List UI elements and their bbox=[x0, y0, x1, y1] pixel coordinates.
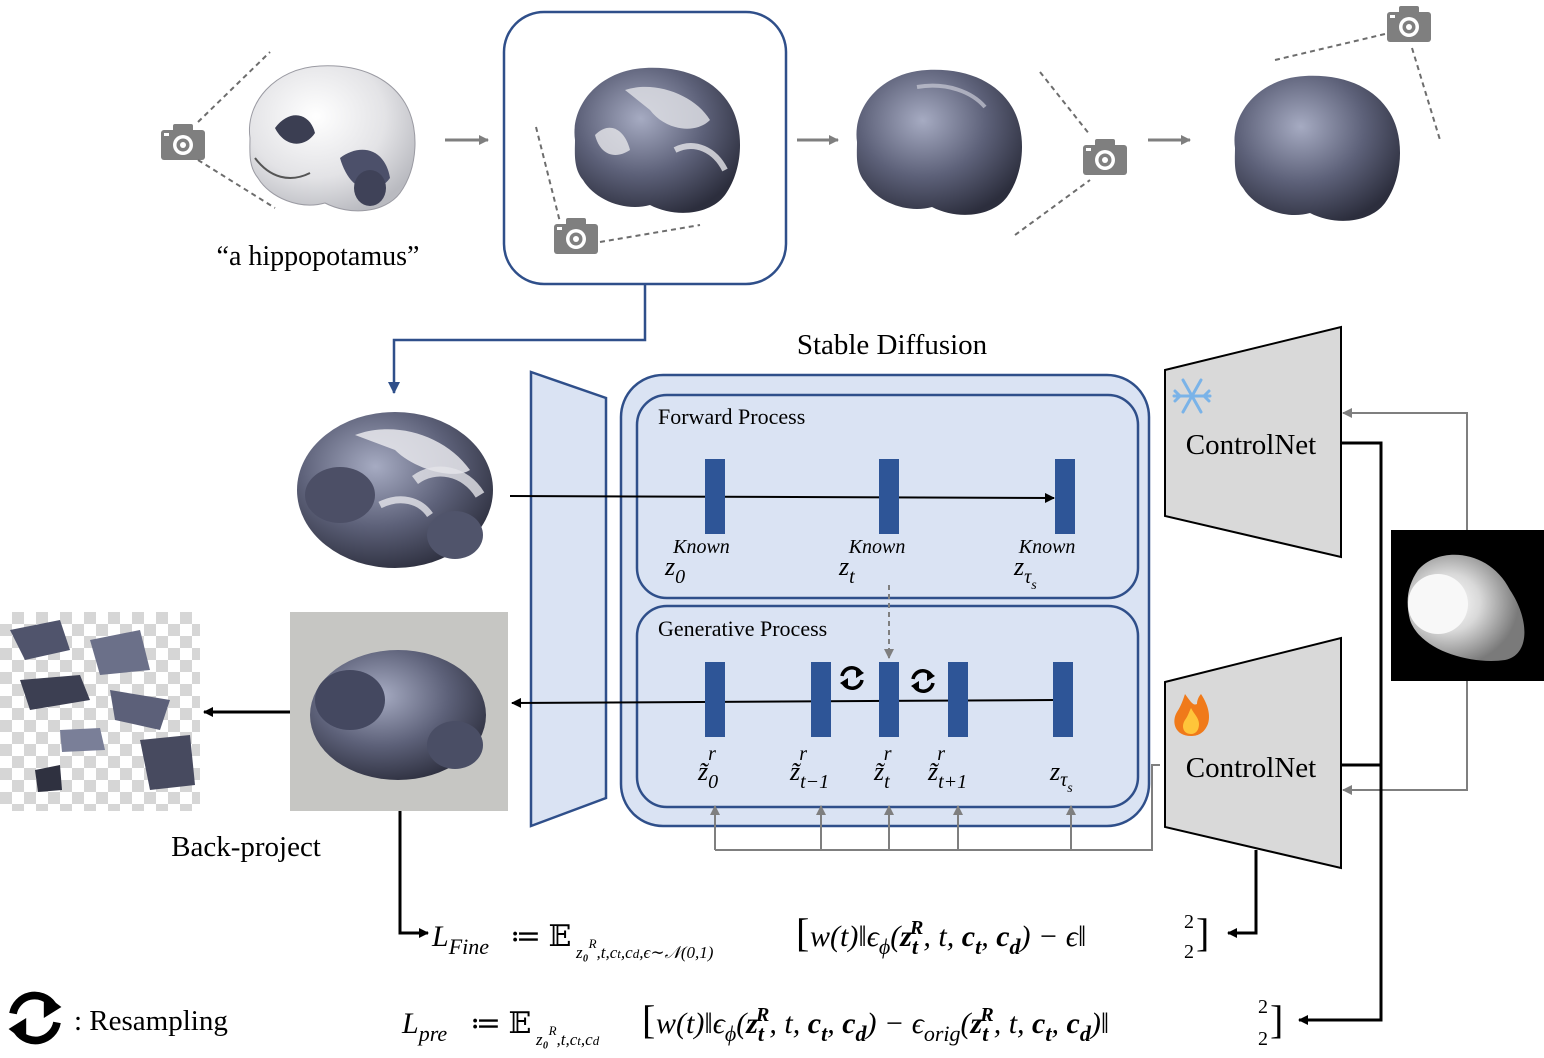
camera-ray bbox=[197, 51, 271, 123]
svg-text:[: [ bbox=[642, 997, 655, 1042]
svg-text:z₀R,t,ct,cd,ϵ∼𝒩(0,1): z₀R,t,ct,cd,ϵ∼𝒩(0,1) bbox=[575, 936, 714, 962]
svg-text:Lpre: Lpre bbox=[401, 1007, 447, 1046]
svg-text:[: [ bbox=[796, 910, 809, 955]
controlnet-frozen bbox=[1164, 325, 1342, 559]
controlnet-to-lpre bbox=[1298, 441, 1383, 1025]
svg-text:2: 2 bbox=[1258, 1028, 1268, 1050]
latent-z0-r bbox=[705, 662, 725, 737]
depth-to-controlnet-top bbox=[1342, 408, 1468, 530]
equation-lfine: LFine ≔ 𝔼 z₀R,t,ct,cd,ϵ∼𝒩(0,1) [ w(t)‖ϵϕ… bbox=[431, 910, 1209, 963]
svg-text:2: 2 bbox=[1184, 941, 1194, 963]
depth-map-highlight bbox=[1408, 574, 1468, 634]
latent-zt-1-r bbox=[811, 662, 831, 737]
camera-icon bbox=[1387, 6, 1431, 42]
resampling-legend-icon bbox=[9, 994, 62, 1042]
latent-z0-known bbox=[705, 459, 725, 534]
controlnet-trainable bbox=[1164, 636, 1342, 870]
depth-to-controlnet-bottom bbox=[1342, 681, 1468, 795]
svg-text:]: ] bbox=[1270, 997, 1283, 1042]
texture-patches bbox=[10, 620, 195, 792]
hippo-mesh-1 bbox=[248, 65, 416, 212]
vae-block bbox=[529, 370, 608, 828]
svg-text:z₀R,t,ct,cd: z₀R,t,ct,cd bbox=[535, 1023, 600, 1049]
hippo-mesh-3 bbox=[856, 69, 1023, 215]
camera-ray bbox=[1039, 71, 1091, 136]
hippo-mesh-2 bbox=[574, 67, 741, 213]
latent-zt-r bbox=[879, 662, 899, 737]
camera-icon bbox=[161, 124, 205, 160]
camera-ray bbox=[535, 126, 561, 223]
svg-text:w(t)‖ϵϕ(ztR, t, ct, cd) − ϵori: w(t)‖ϵϕ(ztR, t, ct, cd) − ϵorig(ztR, t, … bbox=[656, 1004, 1109, 1046]
generated-hippo-snout bbox=[315, 670, 385, 730]
svg-text:LFine: LFine bbox=[431, 920, 489, 959]
camera-ray bbox=[197, 159, 276, 209]
latent-ztau bbox=[1053, 662, 1073, 737]
svg-text:w(t)‖ϵϕ(ztR, t, ct, cd) − ϵ‖: w(t)‖ϵϕ(ztR, t, ct, cd) − ϵ‖ bbox=[810, 917, 1086, 959]
camera-icon bbox=[1083, 139, 1127, 175]
controlnet-frozen-label: ControlNet bbox=[1186, 429, 1317, 461]
resampling-legend-label: : Resampling bbox=[74, 1005, 228, 1037]
forward-process-label: Forward Process bbox=[658, 404, 805, 429]
generative-process-label: Generative Process bbox=[658, 616, 827, 641]
camera-ray bbox=[1014, 179, 1091, 236]
hippo-mesh-4 bbox=[1234, 75, 1401, 221]
svg-text:≔ 𝔼: ≔ 𝔼 bbox=[470, 1007, 531, 1040]
equation-lpre: Lpre ≔ 𝔼 z₀R,t,ct,cd [ w(t)‖ϵϕ(ztR, t, c… bbox=[401, 996, 1283, 1050]
back-project-label: Back-project bbox=[171, 831, 321, 863]
generated-hippo-head2 bbox=[427, 721, 483, 769]
latent-zt+1-r bbox=[948, 662, 968, 737]
latent-zt-known bbox=[879, 459, 899, 534]
snowflake-icon bbox=[1172, 378, 1212, 414]
text-prompt: “a hippopotamus” bbox=[217, 241, 420, 272]
latent-ztau-known bbox=[1055, 459, 1075, 534]
svg-text:2: 2 bbox=[1258, 996, 1268, 1018]
camera-ray bbox=[1411, 47, 1441, 141]
forward-arrow bbox=[509, 492, 1055, 503]
stable-diffusion-title: Stable Diffusion bbox=[797, 329, 988, 361]
svg-text:≔ 𝔼: ≔ 𝔼 bbox=[510, 920, 571, 953]
controlnet-trainable-label: ControlNet bbox=[1186, 752, 1317, 784]
fire-icon bbox=[1174, 694, 1209, 736]
svg-text:2: 2 bbox=[1184, 911, 1194, 933]
controlnet-to-lfine bbox=[1227, 850, 1258, 938]
svg-text:]: ] bbox=[1196, 910, 1209, 955]
camera-ray bbox=[599, 224, 701, 243]
control-feed-line bbox=[715, 764, 1160, 851]
image-to-lfine bbox=[398, 811, 429, 938]
rendered-view-image bbox=[297, 412, 493, 568]
connector-arrow bbox=[388, 284, 647, 394]
camera-ray bbox=[1274, 33, 1386, 61]
camera-icon bbox=[554, 218, 598, 254]
